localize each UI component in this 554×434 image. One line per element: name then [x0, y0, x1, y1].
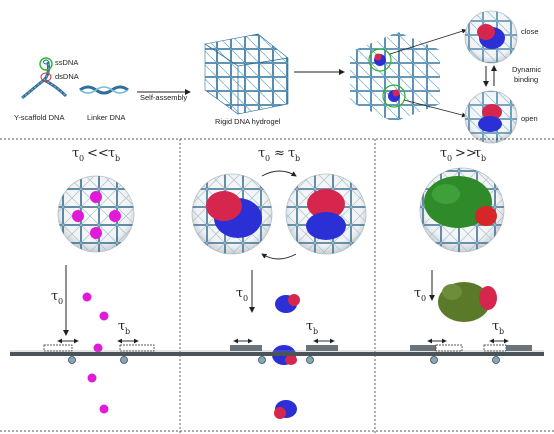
panel-3-sliders [410, 338, 532, 364]
svg-text:≈: ≈ [274, 146, 285, 161]
panel-1-taub: τ [118, 319, 125, 334]
svg-text:b: b [295, 154, 300, 163]
svg-text:τ: τ [440, 146, 447, 161]
svg-text:τ: τ [72, 146, 79, 161]
rigid-hydrogel-cube [204, 33, 289, 115]
svg-text:>>: >> [455, 146, 477, 161]
panel-3-large-protein [438, 282, 497, 322]
panel-1-header: τ 0 << τ b [72, 146, 120, 163]
panel-3-globe [419, 167, 505, 253]
rigid-hydrogel-label: Rigid DNA hydrogel [215, 117, 281, 126]
svg-text:b: b [115, 154, 120, 163]
svg-text:0: 0 [265, 154, 270, 163]
panel-3-taub: τ [492, 319, 499, 334]
panel-2-cycle-arrow-top [261, 170, 297, 177]
svg-text:<<: << [87, 146, 109, 161]
svg-text:0: 0 [58, 297, 63, 306]
open-label: open [521, 114, 538, 123]
panel-2-sliders [230, 338, 338, 364]
panel-3-tau0: τ [414, 286, 421, 301]
panel-2-globe-open [285, 173, 367, 255]
dynamic-label: Dynamic [512, 65, 541, 74]
svg-text:0: 0 [421, 294, 426, 303]
svg-text:b: b [313, 327, 318, 336]
panel-2-cycle-arrow-bottom [261, 253, 297, 260]
ssdna-label: ssDNA [55, 58, 78, 67]
network-with-proteins [350, 28, 467, 122]
svg-text:b: b [125, 327, 130, 336]
panel-3-header: τ 0 >> τ b [440, 146, 486, 163]
panel-2-protein-upper [275, 294, 300, 313]
svg-text:τ: τ [288, 146, 295, 161]
linker-dna-label: Linker DNA [87, 113, 125, 122]
svg-text:0: 0 [79, 154, 84, 163]
panel-1-sliders [43, 338, 155, 364]
panel-1-tau0: τ [51, 289, 58, 304]
panel-2-taub: τ [306, 319, 313, 334]
close-state-globe [464, 10, 518, 64]
panel-2-globe-closed [191, 173, 273, 255]
open-state-globe [464, 90, 518, 144]
dsdna-label: dsDNA [55, 72, 79, 81]
svg-text:0: 0 [243, 294, 248, 303]
svg-text:τ: τ [108, 146, 115, 161]
svg-text:τ: τ [474, 146, 481, 161]
close-label: close [521, 27, 539, 36]
binding-label: binding [514, 75, 538, 84]
panel-2-header: τ 0 ≈ τ b [258, 146, 300, 163]
panel-2-tau0: τ [236, 286, 243, 301]
svg-text:0: 0 [447, 154, 452, 163]
svg-text:τ: τ [258, 146, 265, 161]
svg-text:b: b [481, 154, 486, 163]
panel-1-falling-particles [82, 292, 109, 414]
y-scaffold-label: Y-scaffold DNA [14, 113, 64, 122]
y-scaffold-dna-illustration [21, 57, 68, 100]
panel-2-protein-lower [274, 400, 297, 419]
linker-dna-illustration [79, 85, 129, 95]
panel-1-globe [57, 175, 135, 253]
self-assembly-label: Self-assembly [140, 93, 187, 102]
svg-text:b: b [499, 327, 504, 336]
